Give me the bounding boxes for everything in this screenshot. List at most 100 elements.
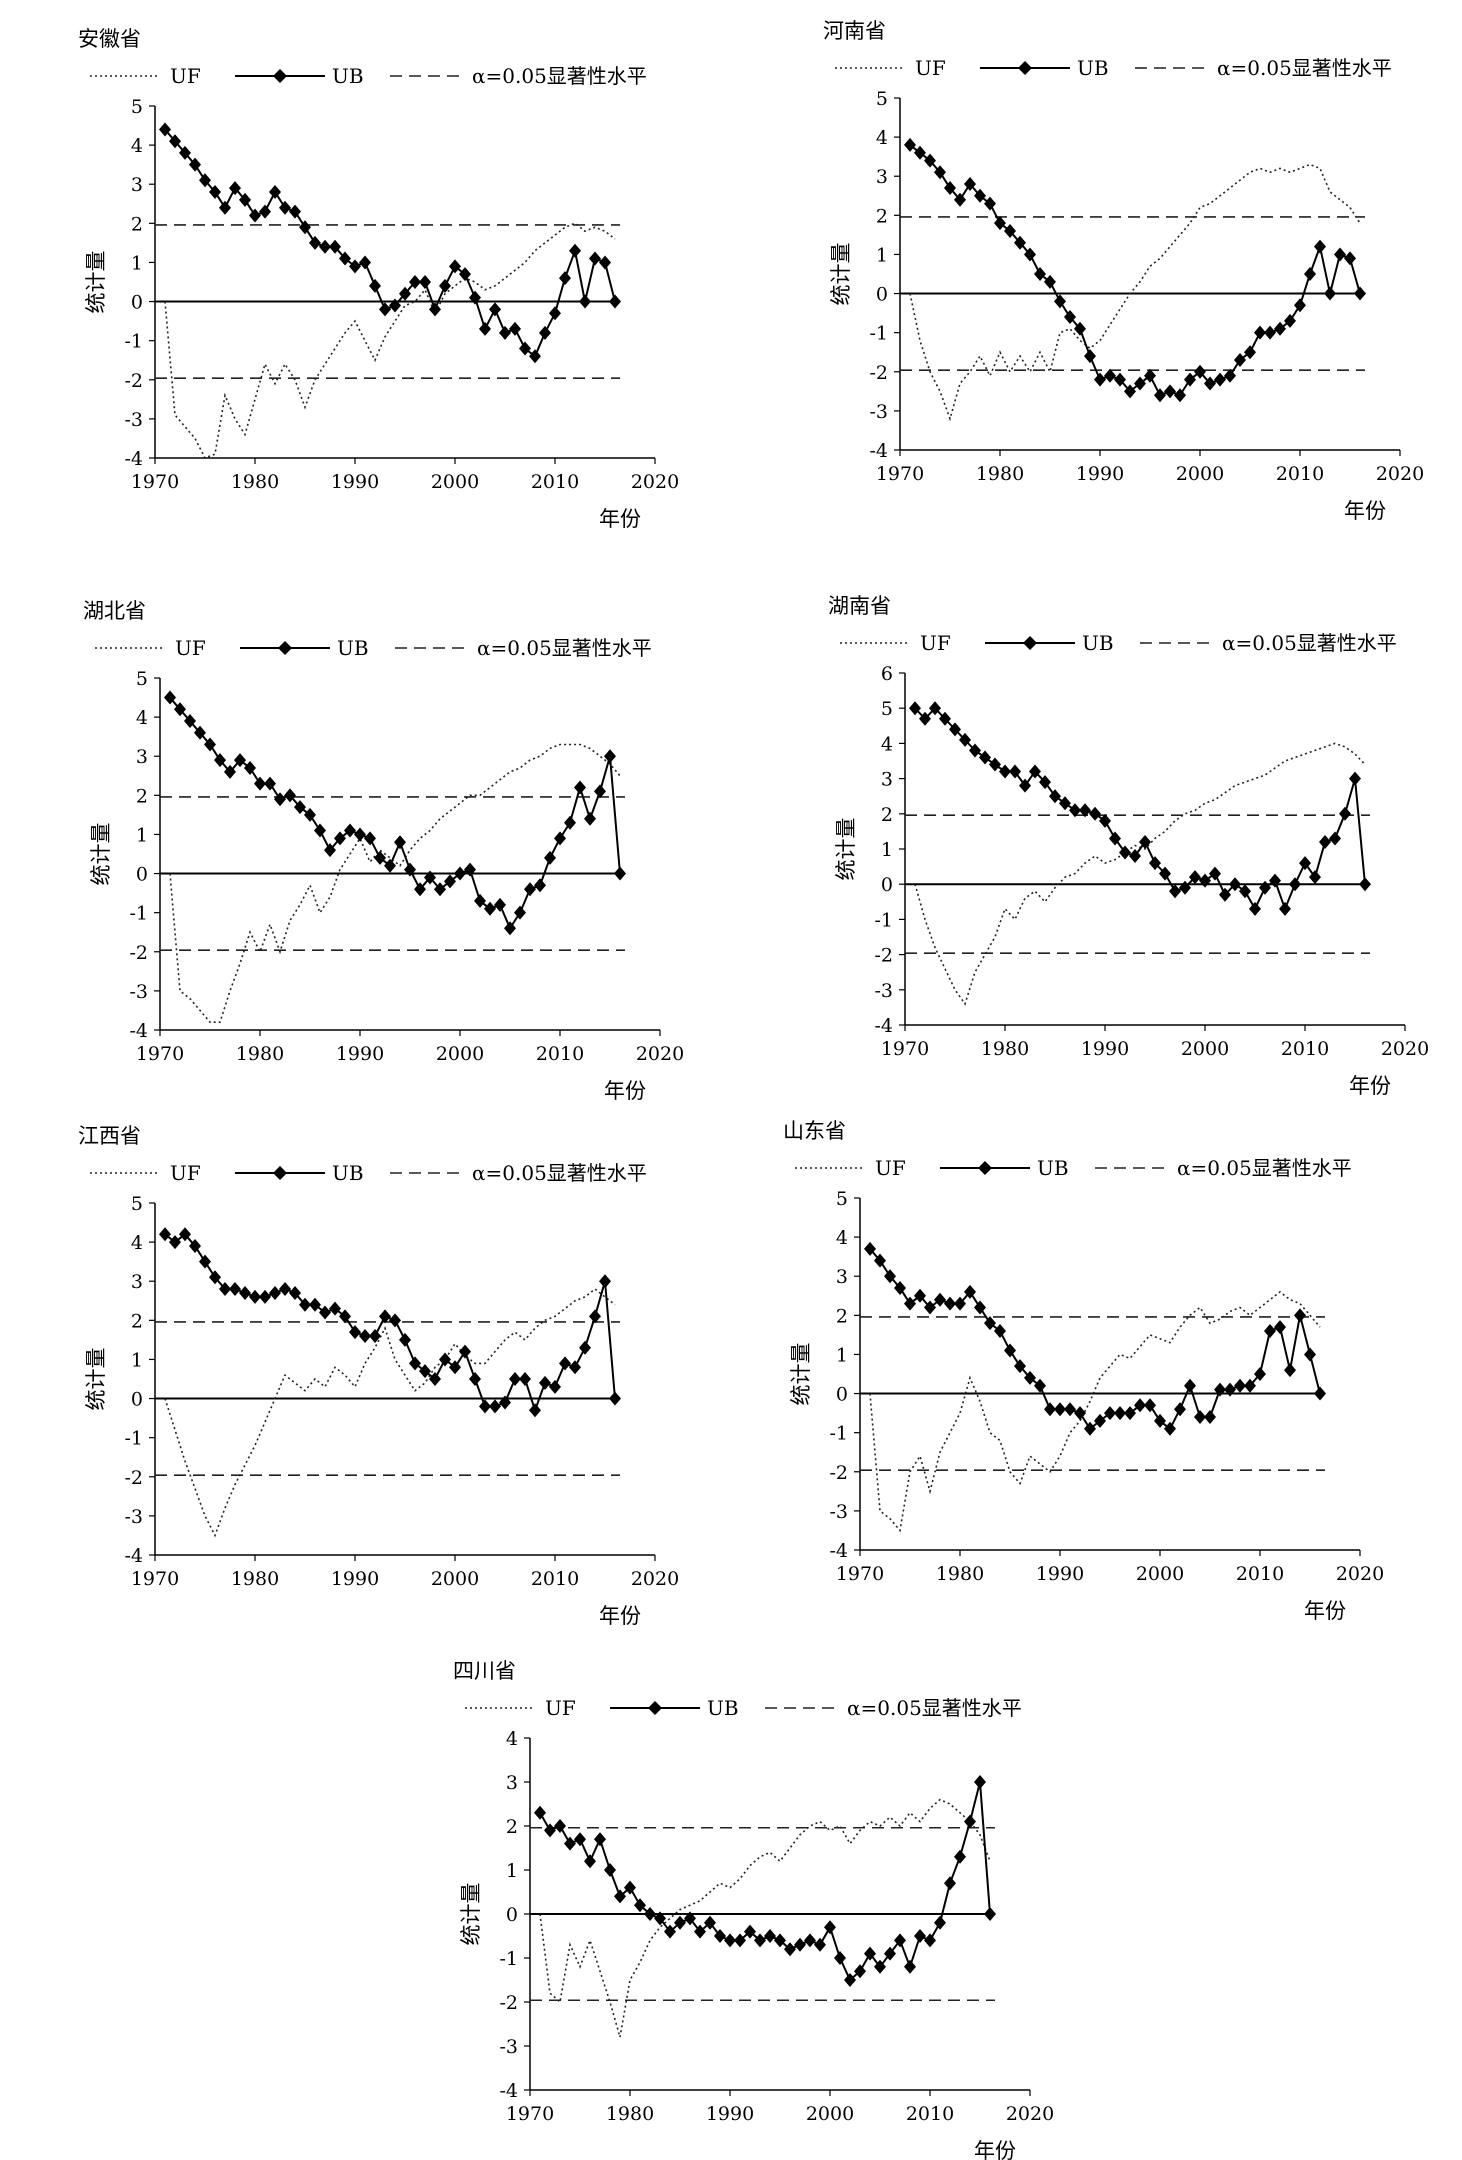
series-ub-point bbox=[289, 1285, 301, 1300]
series-ub-point bbox=[239, 192, 251, 207]
series-ub-point bbox=[494, 897, 506, 912]
series-ub-point bbox=[379, 302, 391, 317]
series-ub-point bbox=[224, 764, 236, 779]
series-ub-point bbox=[614, 866, 626, 881]
y-tick-label: 3 bbox=[881, 769, 893, 791]
legend-ub-marker bbox=[648, 1701, 662, 1715]
x-tick-label: 2010 bbox=[531, 1568, 579, 1590]
x-tick-label: 2000 bbox=[1176, 463, 1224, 485]
series-ub-point bbox=[174, 702, 186, 717]
series-ub-point bbox=[1004, 1343, 1016, 1358]
series-ub-point bbox=[1149, 856, 1161, 871]
series-ub-point bbox=[469, 1372, 481, 1386]
series-ub-point bbox=[999, 764, 1011, 779]
series-ub-point bbox=[359, 1328, 371, 1343]
x-tick-label: 2020 bbox=[631, 471, 679, 493]
series-ub-point bbox=[919, 711, 931, 726]
x-tick-label: 2010 bbox=[1281, 1038, 1329, 1060]
legend-uf-label: UF bbox=[545, 1696, 576, 1720]
series-ub-point bbox=[1164, 384, 1176, 399]
y-tick-label: 6 bbox=[881, 663, 893, 685]
legend-sig-label: α=0.05显著性水平 bbox=[1222, 631, 1397, 655]
y-tick-label: -3 bbox=[499, 2036, 518, 2058]
y-tick-label: 4 bbox=[881, 733, 893, 755]
series-ub-point bbox=[404, 862, 416, 877]
series-ub-point bbox=[394, 835, 406, 850]
legend: UF UB α=0.05显著性水平 bbox=[840, 631, 1397, 655]
series-ub-point bbox=[939, 711, 951, 726]
x-tick-label: 1970 bbox=[136, 1043, 184, 1065]
series-ub-point bbox=[1334, 247, 1346, 262]
series-ub-point bbox=[844, 1973, 856, 1987]
y-tick-label: -3 bbox=[124, 409, 143, 431]
y-tick-label: -3 bbox=[129, 981, 148, 1003]
series-ub-point bbox=[579, 1340, 591, 1355]
series-ub-point bbox=[589, 1309, 601, 1324]
series-ub-point bbox=[1029, 764, 1041, 779]
chart-panel-hunan: 湖南省 UF UB α=0.05显著性水平 6 5 4 3 2 1 0 -1 -2 -3 -4 1970 198… bbox=[790, 575, 1462, 1098]
series-ub-point bbox=[664, 1924, 676, 1939]
y-tick-label: 3 bbox=[506, 1772, 518, 1794]
series-ub-point bbox=[414, 882, 426, 897]
y-tick-label: -1 bbox=[129, 903, 148, 925]
x-tick-label: 2020 bbox=[631, 1568, 679, 1590]
series-ub-point bbox=[369, 1328, 381, 1343]
series-ub-point bbox=[1004, 223, 1016, 238]
y-tick-label: -2 bbox=[499, 1992, 518, 2014]
y-tick-label: 2 bbox=[136, 785, 148, 807]
series-ub-point bbox=[1204, 376, 1216, 391]
series-ub-point bbox=[569, 243, 581, 258]
series-ub-point bbox=[434, 882, 446, 897]
y-tick-label: 3 bbox=[836, 1266, 848, 1288]
series-ub-point bbox=[1304, 267, 1316, 281]
series-ub-point bbox=[284, 788, 296, 803]
series-ub-point bbox=[964, 1814, 976, 1829]
x-tick-label: 2010 bbox=[906, 2103, 954, 2125]
series-ub-point bbox=[914, 1288, 926, 1303]
series-ub-point bbox=[1014, 235, 1026, 250]
series-ub-point bbox=[1039, 775, 1051, 790]
series-ub-point bbox=[964, 177, 976, 192]
legend-ub-marker bbox=[273, 69, 287, 83]
y-tick-label: 3 bbox=[136, 746, 148, 768]
series-ub-point bbox=[1339, 806, 1351, 821]
series-ub-point bbox=[854, 1964, 866, 1979]
legend: UF UB α=0.05显著性水平 bbox=[795, 1156, 1352, 1180]
series-ub-point bbox=[1249, 901, 1261, 916]
series-ub-point bbox=[389, 1313, 401, 1328]
y-tick-label: -4 bbox=[499, 2080, 518, 2102]
series-ub-point bbox=[599, 1274, 611, 1289]
series-ub-point bbox=[944, 1876, 956, 1891]
legend-sig-label: α=0.05显著性水平 bbox=[472, 64, 647, 88]
series-ub-point bbox=[169, 1235, 181, 1250]
x-tick-label: 1980 bbox=[236, 1043, 284, 1065]
series-ub-point bbox=[1284, 313, 1296, 328]
chart-panel-sichuan: 四川省 UF UB α=0.05显著性水平 4 3 2 1 0 -1 -2 -3 -4 1970 1980 1… bbox=[415, 1640, 1115, 2160]
series-uf-line bbox=[914, 742, 1366, 1006]
series-ub-point bbox=[1094, 372, 1106, 387]
series-ub-point bbox=[539, 325, 551, 340]
series-ub-point bbox=[254, 776, 266, 791]
series-ub-point bbox=[1074, 321, 1086, 336]
legend-sig-label: α=0.05显著性水平 bbox=[472, 1161, 647, 1185]
series-ub-point bbox=[299, 220, 311, 235]
series-ub-point bbox=[1034, 267, 1046, 281]
y-axis-label: 统计量 bbox=[829, 243, 853, 306]
legend: UF UB α=0.05显著性水平 bbox=[90, 1161, 647, 1185]
x-tick-label: 2000 bbox=[431, 471, 479, 493]
series-ub-point bbox=[1019, 778, 1031, 793]
legend-ub-marker bbox=[1018, 61, 1032, 75]
series-ub-point bbox=[949, 722, 961, 737]
y-tick-label: -3 bbox=[869, 401, 888, 423]
series-ub-point bbox=[1264, 1323, 1276, 1338]
y-axis-label: 统计量 bbox=[89, 823, 113, 886]
x-tick-label: 1980 bbox=[976, 463, 1024, 485]
series-ub-point bbox=[334, 831, 346, 846]
series-ub-point bbox=[449, 259, 461, 274]
y-tick-label: -4 bbox=[124, 448, 143, 470]
series-ub-point bbox=[924, 153, 936, 168]
series-ub-point bbox=[1079, 803, 1091, 818]
